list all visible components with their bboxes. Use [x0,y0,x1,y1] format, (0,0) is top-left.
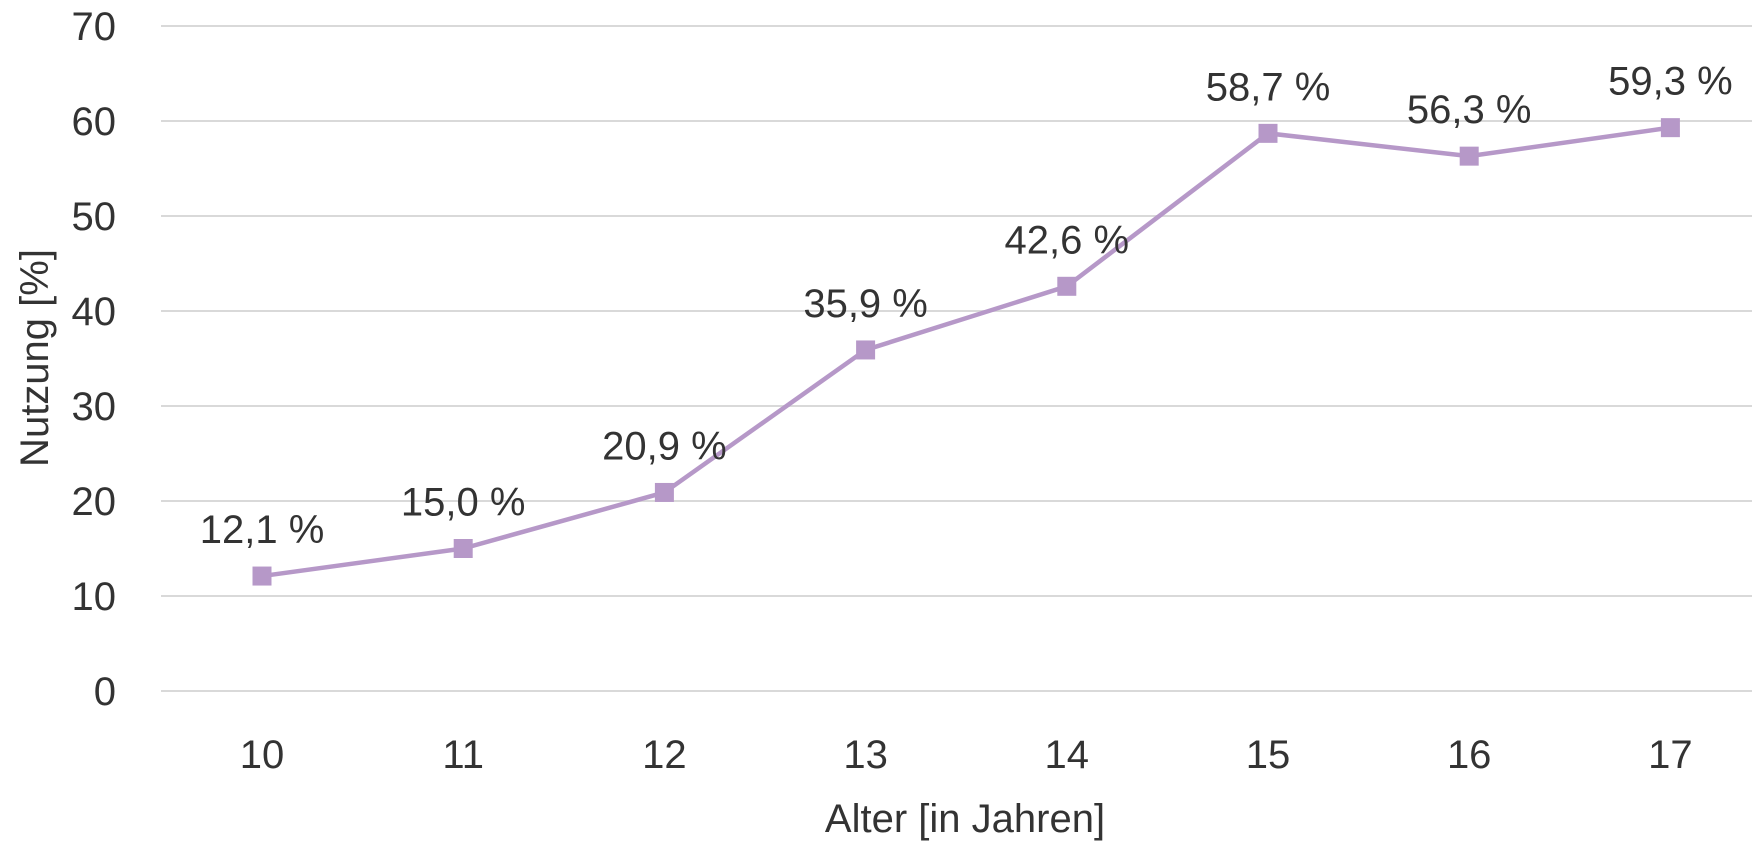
data-label-13: 35,9 % [803,282,928,326]
y-tick-label-30: 30 [72,385,117,429]
data-label-11: 15,0 % [401,481,526,525]
y-axis-title: Nutzung [%] [13,249,57,467]
data-point-10 [252,566,272,586]
y-tick-label-0: 0 [94,670,116,714]
data-label-16: 56,3 % [1407,88,1532,132]
data-point-16 [1459,146,1479,166]
data-point-13 [856,340,876,360]
series-line [261,125,1671,579]
x-tick-label-11: 11 [442,733,484,777]
y-axis-tick-labels: 0 10 20 30 40 50 60 70 [72,5,117,714]
y-tick-label-50: 50 [72,195,117,239]
x-tick-label-13: 13 [843,733,888,777]
x-tick-label-14: 14 [1045,733,1090,777]
y-tick-label-60: 60 [72,100,117,144]
y-tick-label-20: 20 [72,480,117,524]
x-tick-label-10: 10 [240,733,285,777]
x-tick-label-16: 16 [1447,733,1492,777]
y-tick-label-70: 70 [72,5,117,49]
data-label-10: 12,1 % [200,508,325,552]
data-label-14: 42,6 % [1005,218,1130,262]
x-tick-label-17: 17 [1648,733,1693,777]
data-label-17: 59,3 % [1608,60,1733,104]
x-axis-title: Alter [in Jahren] [825,797,1105,841]
y-tick-label-10: 10 [72,575,117,619]
data-point-12 [654,482,674,502]
data-point-17 [1660,118,1680,138]
x-tick-label-12: 12 [642,733,687,777]
data-label-12: 20,9 % [602,424,727,468]
data-label-15: 58,7 % [1206,65,1331,109]
data-point-15 [1258,123,1278,143]
y-tick-label-40: 40 [72,290,117,334]
x-tick-label-15: 15 [1246,733,1291,777]
data-point-11 [453,539,473,558]
data-point-14 [1057,276,1077,296]
series-layer [252,118,1680,586]
data-labels: 12,1 % 15,0 % 20,9 % 35,9 % 42,6 % 58,7 % 56,3… [200,60,1733,552]
x-axis-tick-labels: 10 11 12 13 14 15 16 17 [240,733,1693,777]
gridlines [161,25,1752,692]
